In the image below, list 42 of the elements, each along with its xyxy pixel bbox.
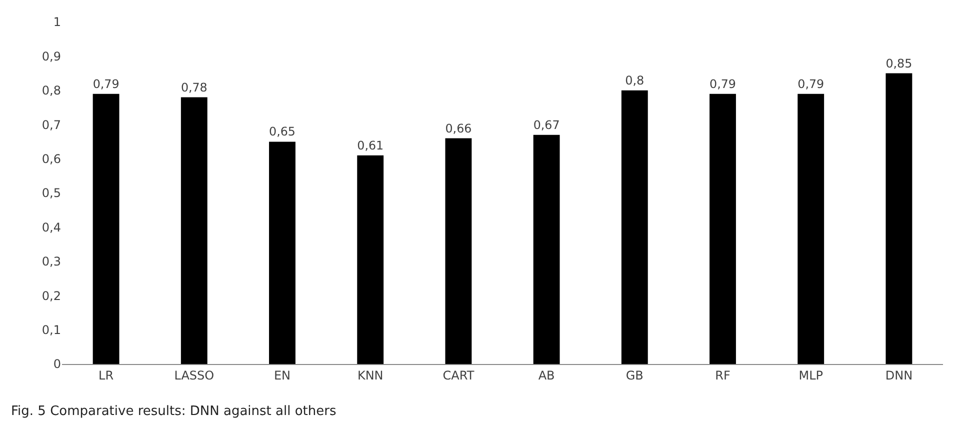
data-label: 0,79 xyxy=(798,76,824,91)
x-tick-label: LR xyxy=(98,368,114,382)
x-tick-label: KNN xyxy=(357,368,384,382)
y-tick-label: 0 xyxy=(53,357,61,372)
bar xyxy=(445,138,472,364)
data-label: 0,67 xyxy=(533,118,560,132)
bar xyxy=(92,94,120,364)
x-tick-label: RF xyxy=(715,368,730,382)
bar xyxy=(886,73,912,364)
x-tick-label: DNN xyxy=(885,368,913,382)
y-tick-label: 0,7 xyxy=(42,118,61,132)
x-tick-label: GB xyxy=(626,368,644,382)
data-label: 0,79 xyxy=(710,76,736,91)
bar xyxy=(710,94,736,364)
bar xyxy=(269,142,296,364)
caption: Fig. 5 Comparative results: DNN against all others xyxy=(11,404,336,419)
data-label: 0,79 xyxy=(92,76,120,91)
y-tick-label: 0,3 xyxy=(42,254,61,269)
data-label: 0,65 xyxy=(269,124,296,139)
y-tick-label: 0,4 xyxy=(42,220,61,234)
y-tick-label: 0,6 xyxy=(42,152,61,166)
y-tick-label: 0,5 xyxy=(42,186,61,200)
bar xyxy=(798,94,824,364)
bar xyxy=(180,97,208,364)
y-tick-label: 0,8 xyxy=(42,84,61,98)
bar xyxy=(357,155,384,364)
data-label: 0,61 xyxy=(357,138,384,152)
x-tick-label: LASSO xyxy=(174,368,214,382)
data-label: 0,85 xyxy=(886,56,912,70)
x-tick-label: AB xyxy=(538,368,555,382)
x-tick-label: EN xyxy=(274,368,291,382)
bar xyxy=(533,134,560,364)
x-tick-label: MLP xyxy=(798,368,823,382)
x-tick-label: CART xyxy=(442,368,475,382)
y-tick-label: 1 xyxy=(53,15,61,30)
bar xyxy=(621,90,648,364)
y-tick-label: 0,2 xyxy=(42,288,61,303)
y-tick-label: 0,9 xyxy=(42,49,61,64)
data-label: 0,78 xyxy=(180,80,208,94)
data-label: 0,8 xyxy=(625,73,644,88)
y-tick-label: 0,1 xyxy=(42,323,61,337)
data-label: 0,66 xyxy=(445,121,472,136)
